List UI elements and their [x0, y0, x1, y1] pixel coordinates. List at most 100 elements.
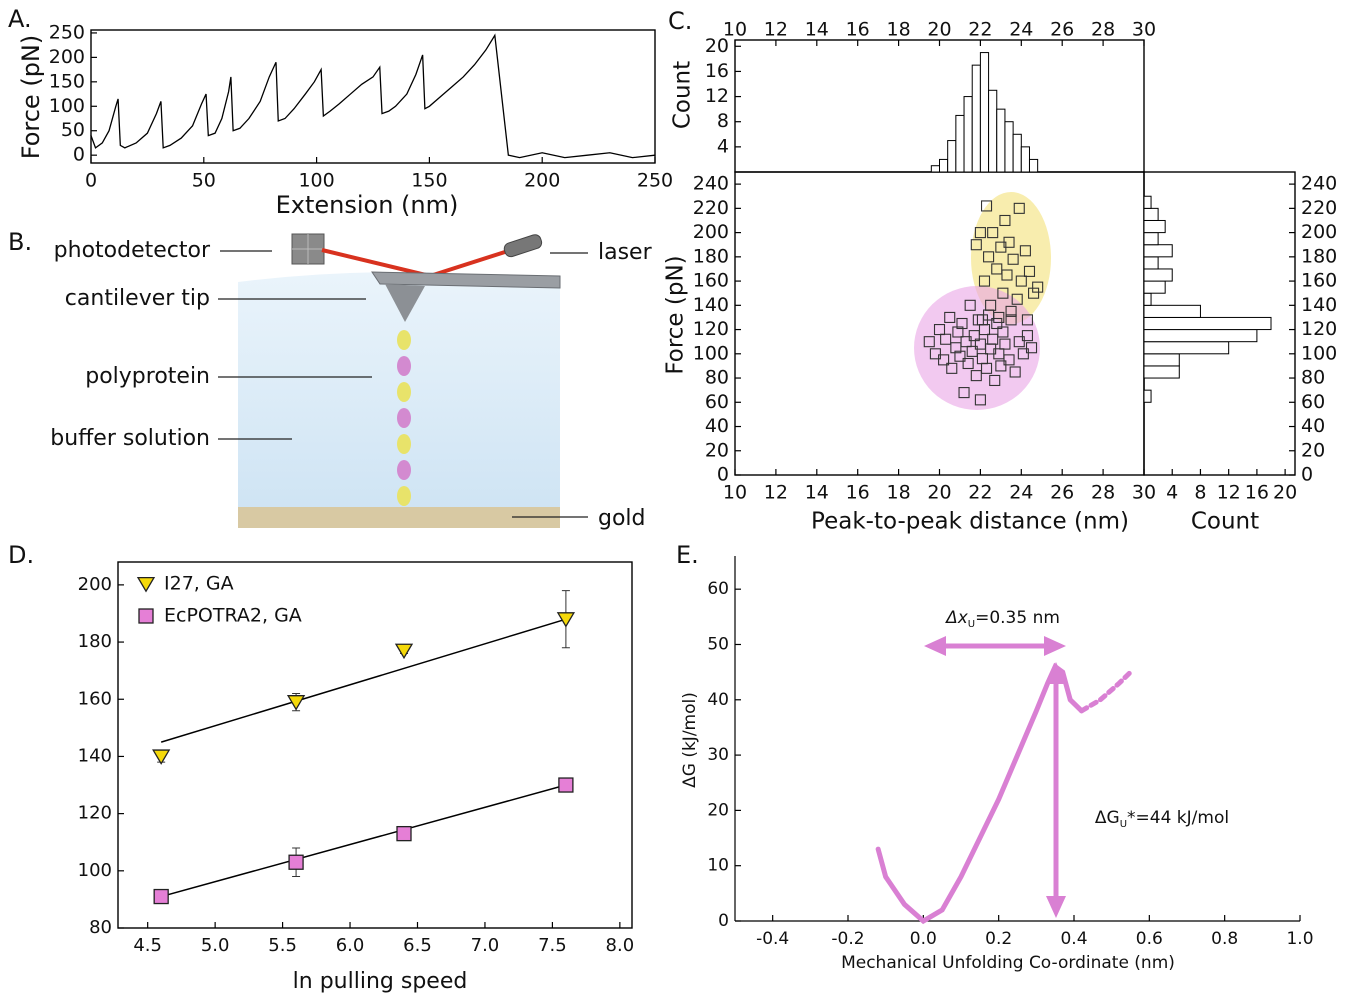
- x-tick-label: 8: [1194, 482, 1206, 504]
- x-tick-label: 12: [1217, 482, 1241, 504]
- x-tick-label: 16: [846, 19, 870, 41]
- x-tick-label: 20: [1273, 482, 1297, 504]
- marker: [997, 326, 1009, 338]
- y-tick-label: 60: [705, 391, 729, 413]
- y-tick-label: 0: [73, 144, 85, 166]
- y-tick-label: 200: [1301, 221, 1337, 243]
- bar: [955, 114, 965, 173]
- bar: [1143, 389, 1152, 403]
- y-tick-label: 20: [707, 800, 729, 820]
- bar: [1143, 232, 1159, 246]
- bar: [1020, 146, 1030, 173]
- x-tick-label: 12: [764, 482, 788, 504]
- bar: [1143, 268, 1173, 282]
- bar: [1143, 256, 1159, 270]
- y-tick-label: 8: [717, 110, 729, 132]
- y-tick-label: 80: [89, 917, 112, 938]
- marker: [962, 357, 974, 370]
- y-tick-label: 60: [1301, 391, 1325, 413]
- y-tick-label: 200: [693, 221, 729, 243]
- y-axis-label: ΔG (kJ/mol): [680, 692, 700, 788]
- y-tick-label: 100: [1301, 342, 1337, 364]
- y-tick-label: 180: [78, 631, 112, 652]
- bar: [988, 89, 998, 173]
- bar: [1143, 292, 1152, 306]
- bar: [1143, 341, 1230, 355]
- marker: [974, 227, 986, 239]
- marker: [1021, 314, 1033, 326]
- plots: 0 50 100 150 200 250050100150200250Extension …: [8, 5, 1337, 994]
- y-tick-label: 16: [705, 60, 729, 82]
- x-tick-label: 0.6: [1136, 929, 1163, 949]
- marker: [952, 326, 964, 338]
- bar: [1143, 329, 1258, 343]
- y-tick-label: 100: [49, 95, 85, 117]
- bar: [1143, 207, 1159, 221]
- x-tick-label: -0.4: [756, 929, 789, 949]
- marker: [980, 200, 993, 212]
- y-tick-label: 60: [707, 579, 729, 599]
- y-tick-label: 50: [707, 634, 729, 654]
- x-tick-label: 100: [298, 170, 334, 192]
- y-tick-label: 10: [707, 856, 729, 876]
- y-axis-label: Count: [670, 61, 696, 129]
- marker: [995, 360, 1007, 372]
- marker: [980, 362, 993, 374]
- x-tick-label: 20: [927, 19, 951, 41]
- y-tick-label: 250: [49, 21, 85, 43]
- marker: [1028, 287, 1040, 299]
- x-tick-label: 0.0: [910, 929, 937, 949]
- panel-label: D.: [8, 541, 34, 569]
- polyprotein-chain: [397, 330, 411, 506]
- marker: [1009, 366, 1021, 378]
- marker: [1011, 293, 1023, 305]
- marker: [1017, 348, 1029, 360]
- panel-label: B.: [8, 228, 32, 256]
- marker: [138, 608, 154, 624]
- marker: [991, 263, 1003, 275]
- x-tick-label: 10: [723, 19, 747, 41]
- x-axis-label: Count: [1191, 509, 1259, 535]
- marker: [929, 348, 941, 360]
- bar: [939, 158, 949, 173]
- y-tick-label: 40: [1301, 415, 1325, 437]
- x-tick-label: 28: [1091, 19, 1115, 41]
- bar: [1028, 158, 1039, 173]
- x-tick-label: 18: [887, 482, 911, 504]
- diagram-label: gold: [598, 506, 646, 531]
- marker: [938, 354, 950, 366]
- marker: [968, 330, 980, 342]
- bar: [1004, 121, 1014, 173]
- x-tick-label: 24: [1009, 482, 1033, 504]
- x-tick-label: 0.2: [985, 929, 1012, 949]
- x-axis-label: Peak-to-peak distance (nm): [811, 509, 1129, 535]
- x-axis-label: Extension (nm): [276, 191, 459, 219]
- series-line: [160, 618, 567, 743]
- marker: [970, 239, 982, 251]
- x-tick-label: 12: [764, 19, 788, 41]
- marker: [1013, 202, 1025, 214]
- x-tick-label: 150: [411, 170, 447, 192]
- marker: [985, 299, 997, 311]
- annotation: ΔGU*=44 kJ/mol: [1095, 808, 1229, 830]
- y-tick-label: 220: [693, 197, 729, 219]
- x-tick-label: 7.0: [471, 935, 500, 956]
- x-tick-label: 4: [1166, 482, 1178, 504]
- x-axis-label: Mechanical Unfolding Co-ordinate (nm): [841, 953, 1175, 973]
- series-line: [875, 662, 1085, 925]
- bar: [1143, 219, 1166, 234]
- marker: [556, 612, 576, 628]
- marker: [136, 576, 156, 593]
- y-tick-label: 160: [1301, 270, 1337, 292]
- marker: [960, 336, 972, 348]
- y-tick-label: 150: [49, 70, 85, 92]
- marker: [152, 749, 171, 765]
- y-tick-label: 20: [705, 439, 729, 461]
- y-tick-label: 180: [1301, 245, 1337, 267]
- annotation-sub: U: [1120, 819, 1127, 830]
- marker: [933, 324, 946, 336]
- x-tick-label: 1.0: [1286, 929, 1313, 949]
- marker: [1005, 305, 1017, 317]
- y-tick-label: 50: [61, 119, 85, 141]
- panel-label: C.: [668, 7, 692, 35]
